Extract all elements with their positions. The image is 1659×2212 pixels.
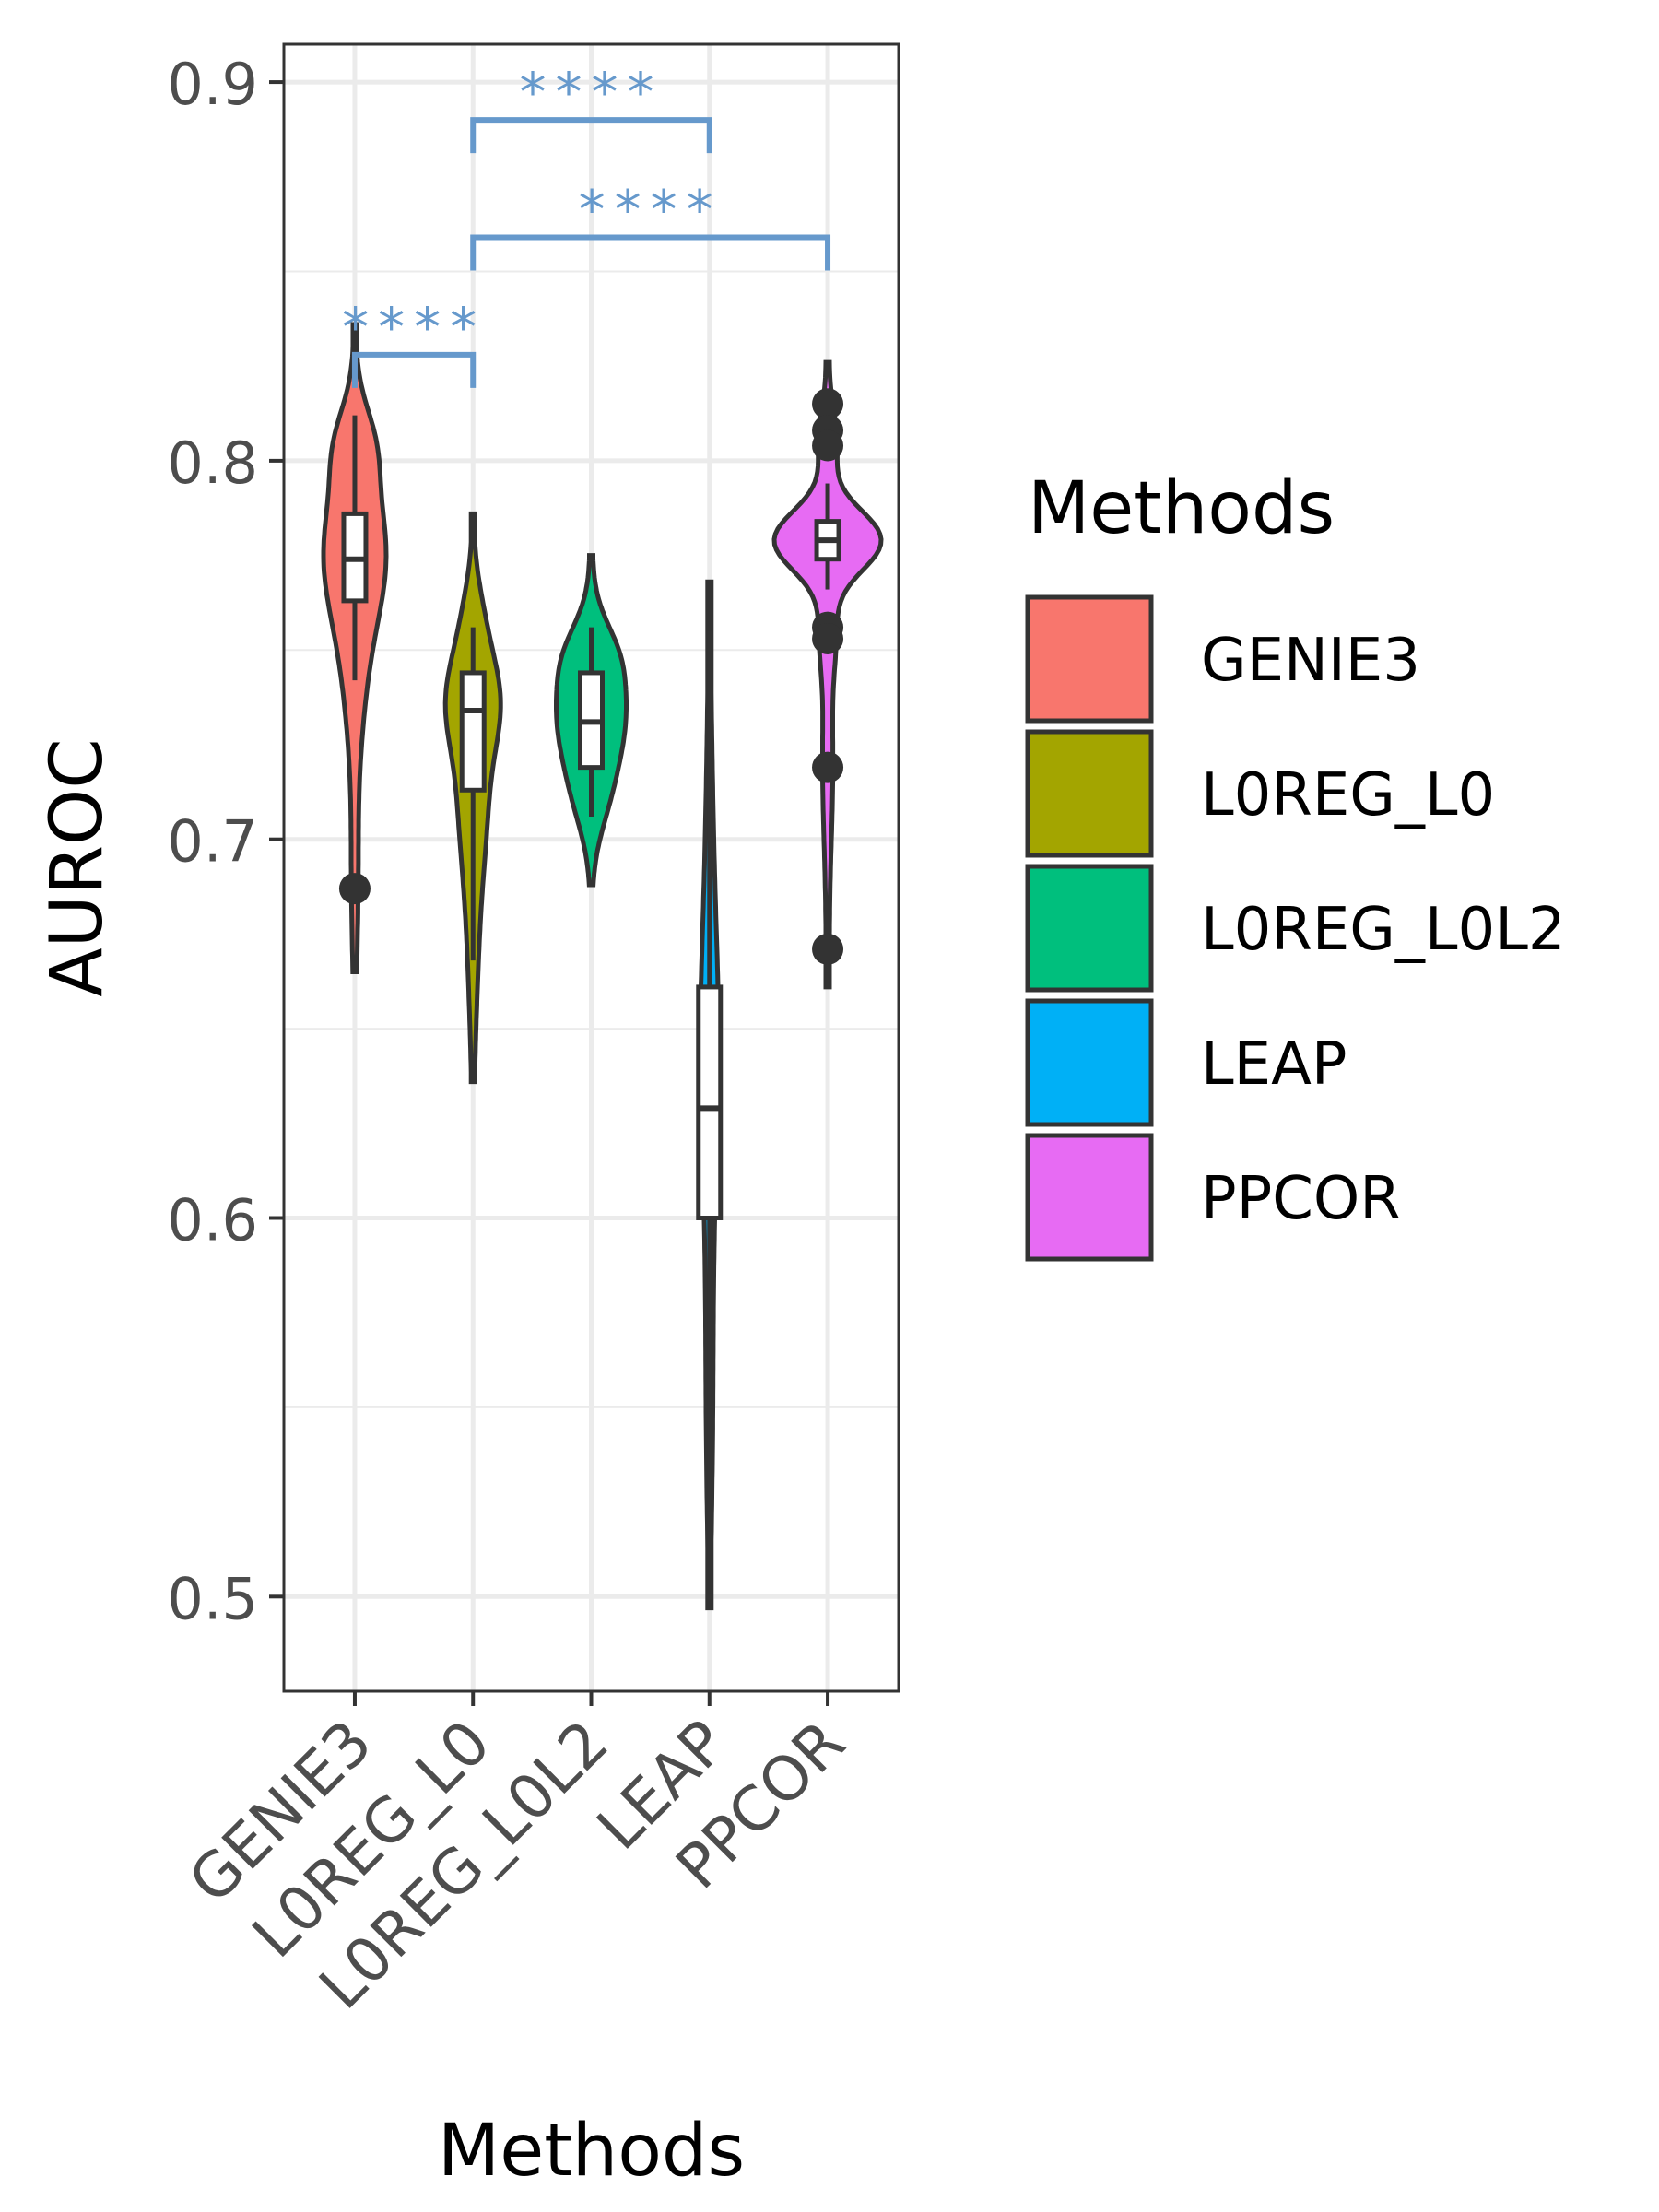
box-leap [696, 984, 724, 1220]
x-axis-title: Methods [438, 2110, 745, 2193]
legend-swatch-ppcor [1025, 1133, 1154, 1262]
legend-label: GENIE3 [1201, 627, 1420, 695]
legend-label: L0REG_L0L2 [1201, 896, 1566, 964]
y-tick-label: 0.7 [167, 808, 258, 876]
significance-label: **** [342, 296, 486, 359]
significance-label: **** [520, 61, 664, 124]
outlier-point [812, 933, 844, 965]
legend-swatch-genie3 [1025, 594, 1154, 724]
significance-layer: **** **** **** [342, 61, 831, 388]
outlier-point [338, 873, 371, 905]
legend-label: PPCOR [1201, 1165, 1401, 1233]
significance-bracket [470, 234, 831, 271]
legend-swatch-leap [1025, 998, 1154, 1127]
y-tick-label: 0.8 [167, 429, 258, 497]
outlier-point [812, 751, 844, 783]
significance-label: **** [579, 179, 723, 241]
box-l0reg_l0 [459, 670, 487, 793]
legend-label: L0REG_L0 [1201, 761, 1495, 830]
significance-bracket [351, 351, 477, 388]
box-layer [338, 388, 844, 1559]
legend: Methods GENIE3 L0REG_L0 L0REG_L0L2 LEAP PPCO… [1025, 467, 1566, 1262]
y-tick-label: 0.9 [167, 51, 258, 118]
outlier-point [812, 429, 844, 462]
y-tick-label: 0.5 [167, 1565, 258, 1632]
legend-swatch-l0reg_l0 [1025, 729, 1154, 858]
y-tick-label: 0.6 [167, 1186, 258, 1253]
legend-title: Methods [1028, 467, 1335, 550]
legend-swatch-l0reg_l0l2 [1025, 864, 1154, 993]
legend-label: LEAP [1201, 1030, 1347, 1099]
outlier-point [812, 388, 844, 420]
outlier-point [812, 622, 844, 654]
significance-bracket [470, 117, 712, 154]
y-axis-title: AUROC [36, 738, 119, 997]
